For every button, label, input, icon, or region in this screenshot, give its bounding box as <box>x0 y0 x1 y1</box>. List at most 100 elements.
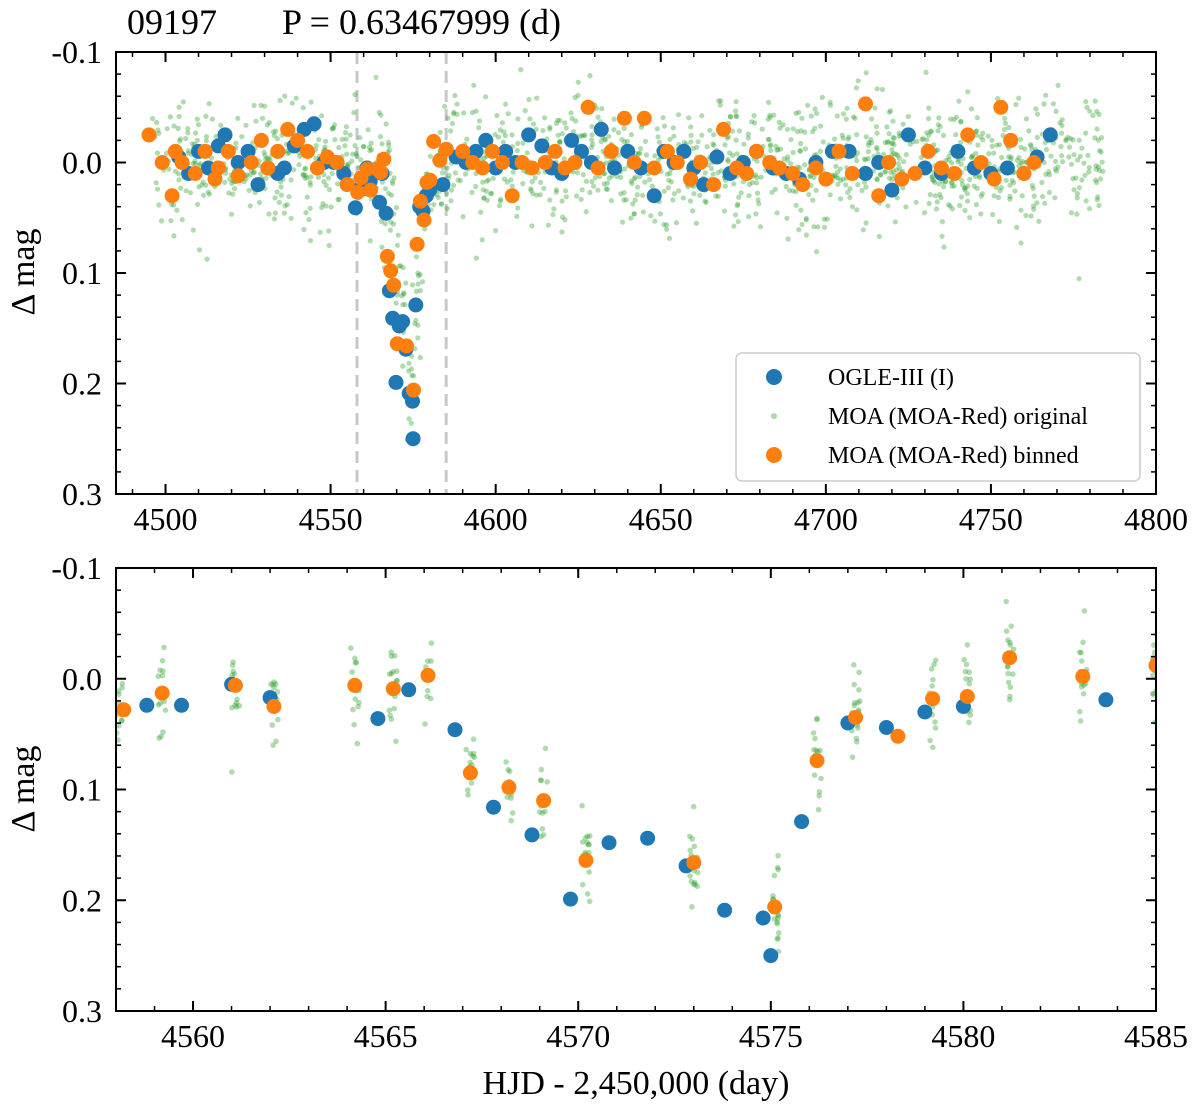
moa-original-point <box>635 184 641 190</box>
moa-original-point <box>273 128 279 134</box>
x-tick-label: 4600 <box>464 501 528 537</box>
moa-original-point <box>765 116 771 122</box>
moa-original-point <box>553 189 559 195</box>
moa-original-point <box>939 219 946 225</box>
moa-original-point <box>264 155 270 161</box>
moa-original-point <box>849 754 856 760</box>
moa-original-point <box>296 162 302 168</box>
moa-original-point <box>236 703 243 709</box>
moa-binned-point <box>1075 669 1091 684</box>
moa-original-point <box>810 129 816 135</box>
moa-original-point <box>1040 193 1046 200</box>
moa-binned-point <box>385 681 401 697</box>
moa-original-point <box>807 173 814 179</box>
moa-original-point <box>400 363 406 369</box>
moa-original-point <box>302 172 309 178</box>
moa-original-point <box>727 114 734 120</box>
moa-binned-point <box>959 689 975 704</box>
moa-original-point <box>777 125 783 131</box>
moa-original-point <box>919 136 925 142</box>
moa-original-point <box>349 669 355 675</box>
moa-original-point <box>713 193 719 199</box>
moa-binned-point <box>210 160 226 176</box>
moa-original-point <box>1078 649 1084 656</box>
moa-original-point <box>855 182 861 188</box>
moa-original-point <box>592 175 598 181</box>
moa-original-point <box>176 177 182 183</box>
moa-original-point <box>1059 153 1065 159</box>
moa-original-point <box>462 171 469 177</box>
moa-original-point <box>498 196 504 202</box>
moa-original-point <box>580 839 586 845</box>
moa-original-point <box>927 192 933 198</box>
moa-original-point <box>247 172 253 178</box>
moa-original-point <box>879 86 886 93</box>
moa-binned-point <box>536 793 552 809</box>
moa-original-point <box>308 174 314 180</box>
moa-binned-point <box>376 151 392 167</box>
moa-original-point <box>812 125 818 131</box>
moa-original-point <box>855 78 861 84</box>
x-tick-label: 4500 <box>134 501 198 537</box>
moa-original-point <box>452 92 458 99</box>
moa-original-point <box>501 176 508 182</box>
moa-original-point <box>530 191 536 197</box>
moa-original-point <box>1052 166 1058 172</box>
moa-binned-point <box>578 852 594 868</box>
moa-original-point <box>965 89 971 95</box>
moa-original-point <box>271 132 277 139</box>
moa-original-point <box>692 881 698 888</box>
moa-original-point <box>1087 108 1093 114</box>
moa-original-point <box>967 712 974 718</box>
moa-original-point <box>946 157 952 163</box>
moa-original-point <box>1013 101 1019 108</box>
moa-original-point <box>205 189 211 195</box>
moa-original-point <box>598 138 604 145</box>
moa-original-point <box>1018 160 1024 166</box>
moa-original-point <box>689 836 695 842</box>
moa-original-point <box>455 177 461 183</box>
moa-original-point <box>194 116 200 122</box>
moa-original-point <box>481 155 487 161</box>
moa-original-point <box>936 115 942 121</box>
moa-original-point <box>786 187 793 194</box>
moa-original-point <box>393 738 399 745</box>
moa-binned-point <box>809 753 825 769</box>
moa-original-point <box>752 120 758 126</box>
x-tick-label: 4585 <box>1124 1018 1188 1054</box>
moa-original-point <box>937 192 943 198</box>
moa-original-point <box>820 139 826 145</box>
moa-original-point <box>251 102 257 109</box>
moa-original-point <box>963 676 969 682</box>
moa-original-point <box>847 194 853 200</box>
moa-binned-point <box>399 338 414 354</box>
moa-binned-point <box>686 855 702 871</box>
moa-original-point <box>508 795 514 801</box>
moa-original-point <box>439 170 446 176</box>
top-x-ticks: 4500 4550 4600 4650 4700 4750 4800 <box>131 52 1188 537</box>
moa-original-point <box>344 162 350 168</box>
moa-original-point <box>774 921 780 927</box>
moa-original-point <box>352 655 358 662</box>
moa-original-point <box>533 126 539 132</box>
moa-original-point <box>398 263 404 269</box>
moa-original-point <box>1007 693 1013 700</box>
moa-original-point <box>230 668 236 675</box>
moa-original-point <box>1068 210 1074 216</box>
moa-original-point <box>827 192 833 198</box>
moa-original-point <box>835 175 841 181</box>
moa-original-point <box>980 130 986 136</box>
moa-original-point <box>231 186 238 192</box>
moa-original-point <box>854 739 860 745</box>
moa-original-point <box>177 136 183 142</box>
ogle-point <box>620 143 636 159</box>
moa-original-point <box>582 835 589 841</box>
moa-original-point <box>177 138 183 144</box>
moa-original-point <box>520 181 526 187</box>
moa-original-point <box>356 699 362 706</box>
moa-original-point <box>1023 212 1029 219</box>
moa-original-point <box>735 219 741 225</box>
moa-original-point <box>769 189 775 195</box>
moa-original-point <box>470 109 476 116</box>
moa-original-point <box>232 702 238 708</box>
